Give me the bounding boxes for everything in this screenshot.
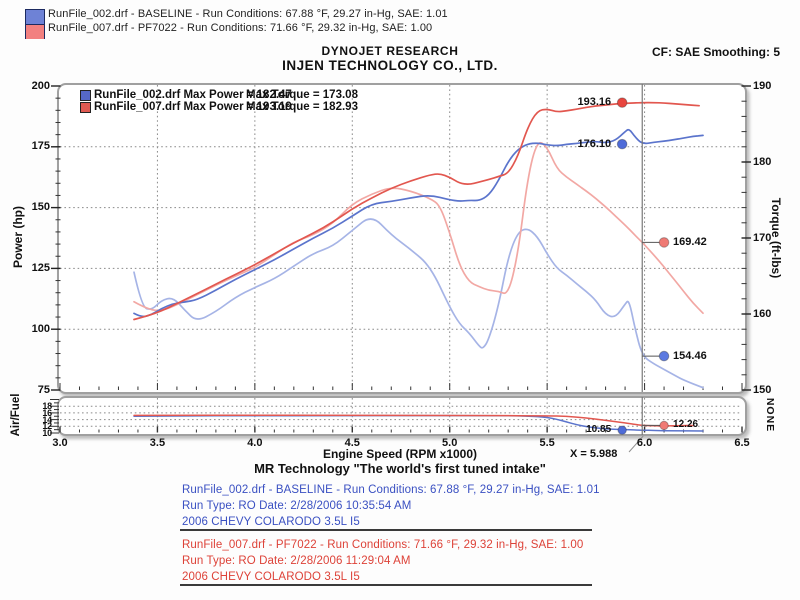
report-title-line1: DYNOJET RESEARCH [321, 44, 459, 58]
rpm-tick-label: 6.0 [636, 437, 653, 449]
value-marker-label: 154.46 [673, 349, 707, 362]
rpm-tick-label: 4.0 [247, 437, 263, 449]
rpm-tick-label: 6.5 [734, 437, 750, 449]
baseline-swatch [26, 10, 44, 25]
inner-legend-row-baseline: RunFile_002.drf Max Power = 182.47 Max T… [80, 89, 358, 101]
cf-smoothing-label: CF: SAE Smoothing: 5 [652, 45, 780, 59]
rpm-tick-label: 3.0 [52, 437, 68, 449]
af-tick-label: 12 [42, 421, 52, 432]
rpm-tick-label: 5.5 [539, 437, 555, 449]
power-tick-label: 175 [31, 140, 50, 153]
pf7022-inner-swatch [80, 101, 91, 113]
power-tick-label: 100 [31, 322, 50, 335]
footer-run-info-line: 2006 CHEVY COLARODO 3.5L I5 [182, 516, 360, 528]
power-tick-label: 200 [31, 79, 50, 92]
footer-run-info-line: RunFile_002.drf - BASELINE - Run Conditi… [182, 484, 600, 496]
baseline-max-torque: Max Torque = 173.08 [246, 89, 358, 101]
af-tick-label: 10 [42, 428, 52, 438]
legend-line-baseline: RunFile_002.drf - BASELINE - Run Conditi… [48, 8, 448, 20]
rpm-tick-label: 3.5 [149, 437, 166, 449]
air-fuel-chart [57, 396, 747, 436]
af-tick-label: 14 [42, 414, 52, 425]
value-marker-label: 12.26 [673, 418, 699, 430]
footer-run-info-line: Run Type: RO Date: 2/28/2006 11:29:04 AM [182, 555, 411, 567]
rpm-tick-label: 5.0 [442, 437, 458, 449]
torque-tick-label: 190 [753, 79, 772, 92]
baseline-max-power: RunFile_002.drf Max Power = 182.47 [94, 89, 292, 101]
footer-run-info-line: 2006 CHEVY COLARODO 3.5L I5 [182, 571, 360, 583]
cursor-x-readout: X = 5.988 [570, 448, 618, 460]
torque-tick-label: 160 [753, 307, 772, 320]
torque-tick-label: 170 [753, 231, 772, 244]
footer-headline: MR Technology "The world's first tuned i… [254, 461, 546, 476]
pf7022-swatch [26, 25, 44, 39]
footer-separator-1 [180, 529, 592, 531]
value-marker-label: 193.16 [577, 96, 612, 109]
pf7022-max-torque: Max Torque = 182.93 [246, 101, 358, 113]
power-torque-chart [57, 83, 747, 394]
pf7022-max-power: RunFile_007.drf Max Power = 193.19 [94, 101, 292, 113]
af-tick-label: 18 [42, 401, 52, 412]
value-marker-label: 10.85 [586, 423, 612, 435]
af-tick-label: 16 [42, 407, 52, 418]
power-tick-label: 75 [37, 383, 50, 396]
value-marker-label: 169.42 [673, 235, 707, 248]
power-tick-label: 125 [31, 261, 50, 274]
run-legend-swatch-box [25, 9, 45, 39]
baseline-inner-swatch [80, 89, 91, 101]
rpm-tick-label: 4.5 [344, 437, 360, 449]
legend-line-pf7022: RunFile_007.drf - PF7022 - Run Condition… [48, 22, 433, 34]
power-tick-label: 150 [31, 201, 50, 214]
torque-tick-label: 180 [753, 155, 772, 168]
x-axis-title: Engine Speed (RPM x1000) [322, 447, 478, 461]
inner-legend-row-pf7022: RunFile_007.drf Max Power = 193.19 Max T… [80, 101, 358, 113]
torque-tick-label: 150 [753, 383, 772, 396]
value-marker-label: 176.10 [577, 137, 612, 150]
footer-run-info-line: RunFile_007.drf - PF7022 - Run Condition… [182, 539, 584, 551]
footer-separator-2 [180, 584, 592, 586]
footer-run-info-line: Run Type: RO Date: 2/28/2006 10:35:54 AM [182, 500, 412, 512]
report-title-line2: INJEN TECHNOLOGY CO., LTD. [282, 58, 498, 73]
